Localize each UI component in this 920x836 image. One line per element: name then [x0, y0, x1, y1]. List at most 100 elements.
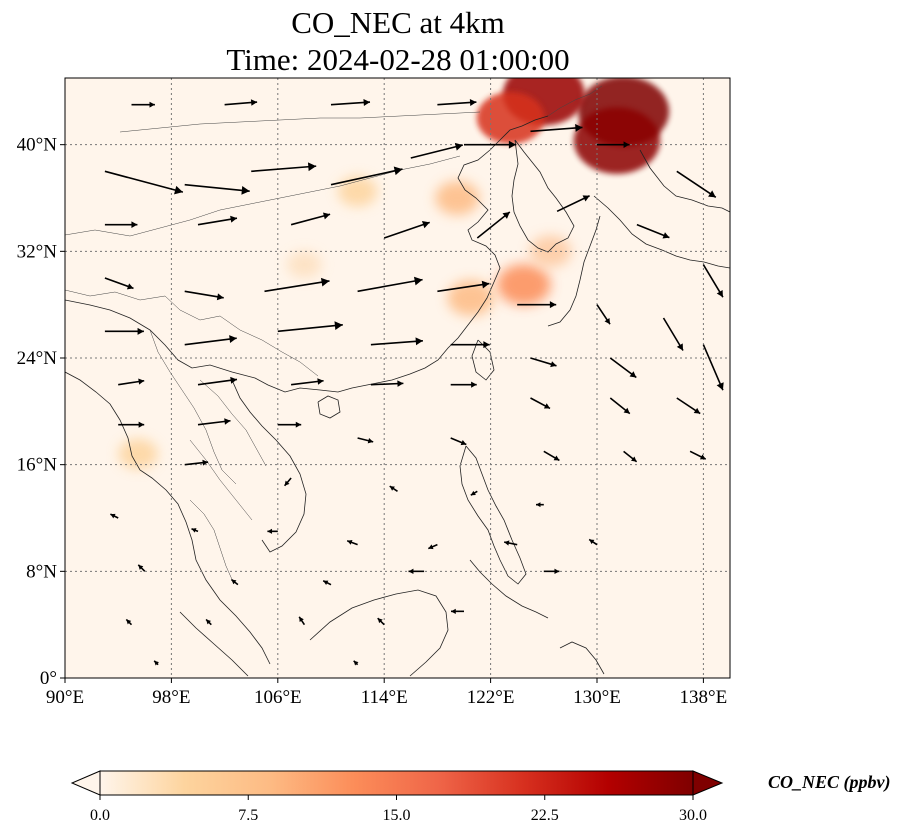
wind-arrow: [427, 543, 438, 550]
wind-arrow: [476, 211, 511, 239]
wind-arrow: [464, 140, 516, 149]
wind-arrow: [104, 277, 134, 290]
lat-tick-label: 24°N: [17, 348, 58, 369]
wind-arrow: [676, 170, 717, 198]
colorbar-ticks: 0.0 7.5 15.0 22.5 30.0: [90, 795, 707, 824]
concentration-hotspot: [118, 438, 158, 470]
concentration-hotspot: [573, 107, 661, 174]
lat-tick-label: 40°N: [17, 135, 58, 156]
gridlines: [65, 78, 730, 678]
map-title-line1: CO_NEC at 4km: [291, 5, 505, 40]
wind-arrow: [410, 142, 463, 159]
wind-arrow: [357, 276, 423, 293]
wind-arrow: [291, 378, 324, 386]
longitude-axis: 90°E 98°E 106°E 114°E 122°E 130°E 138°E: [46, 678, 727, 708]
wind-arrow: [110, 513, 119, 519]
wind-arrow: [377, 617, 385, 626]
concentration-hotspot: [435, 181, 480, 215]
lon-tick-label: 90°E: [46, 687, 84, 708]
wind-arrow: [470, 490, 478, 496]
lat-tick-label: 0°: [40, 668, 57, 689]
wind-arrow: [205, 618, 212, 626]
wind-arrow: [267, 528, 278, 534]
wind-arrow: [437, 99, 477, 106]
lon-tick-label: 114°E: [361, 687, 408, 708]
wind-arrow: [125, 618, 133, 626]
colorbar-tick-label: 15.0: [383, 807, 411, 824]
wind-arrow: [251, 162, 317, 173]
wind-arrow: [389, 485, 398, 492]
colorbar-extend-low: [70, 770, 101, 796]
wind-arrow: [330, 166, 403, 186]
lon-tick-label: 122°E: [467, 687, 515, 708]
wind-arrow: [609, 397, 631, 415]
wind-arrow: [330, 99, 371, 106]
wind-vectors: [104, 99, 724, 666]
wind-arrow: [357, 437, 374, 444]
wind-arrow: [450, 381, 477, 388]
wind-arrow: [118, 421, 145, 428]
wind-arrow: [597, 141, 630, 148]
wind-arrow: [104, 170, 184, 195]
wind-arrow: [437, 280, 490, 293]
wind-arrow: [609, 357, 637, 379]
coastlines: [65, 115, 730, 677]
wind-arrow: [530, 124, 583, 133]
wind-arrow: [702, 344, 724, 391]
lon-tick-label: 138°E: [680, 687, 728, 708]
wind-arrow: [277, 321, 343, 333]
wind-arrow: [230, 578, 239, 586]
wind-arrow: [370, 337, 423, 346]
wind-arrow: [517, 301, 557, 309]
lon-tick-label: 98°E: [152, 687, 190, 708]
wind-arrow: [543, 450, 560, 462]
wind-arrow: [450, 341, 490, 349]
wind-arrow: [197, 418, 231, 426]
wind-arrow: [676, 397, 701, 415]
wind-arrow: [153, 660, 159, 666]
wind-arrow: [283, 477, 292, 487]
wind-arrow: [264, 277, 330, 293]
map-title-line2: Time: 2024-02-28 01:00:00: [226, 42, 569, 77]
wind-arrow: [451, 608, 464, 614]
wind-arrow: [184, 290, 224, 301]
wind-arrow: [530, 357, 557, 368]
wind-arrow: [383, 221, 430, 239]
wind-arrow: [118, 378, 145, 386]
wind-arrow: [530, 397, 551, 410]
wind-arrow: [504, 540, 518, 546]
colorbar: 0.0 7.5 15.0 22.5 30.0 CO_NEC (ppbv): [70, 770, 891, 824]
colorbar-tick-label: 22.5: [531, 807, 559, 824]
wind-arrow: [346, 540, 358, 546]
colorbar-extend-high: [692, 770, 724, 796]
wind-arrow: [277, 421, 302, 428]
wind-arrow: [702, 264, 724, 298]
wind-arrow: [543, 568, 560, 575]
lat-tick-label: 8°N: [26, 561, 57, 582]
map-frame: [64, 77, 731, 679]
wind-arrow: [636, 223, 670, 239]
wind-arrow: [104, 221, 138, 228]
lon-tick-label: 130°E: [573, 687, 621, 708]
concentration-hotspot: [286, 251, 322, 279]
lat-tick-label: 32°N: [17, 241, 58, 262]
concentration-field: [118, 78, 670, 470]
wind-arrow: [450, 437, 467, 446]
latitude-axis: 0° 8°N 16°N 24°N 32°N 40°N: [17, 135, 65, 689]
wind-arrow: [184, 335, 237, 346]
wind-arrow: [536, 502, 544, 508]
concentration-hotspot: [476, 92, 545, 144]
wind-arrow: [556, 195, 590, 213]
colorbar-tick-label: 0.0: [90, 807, 110, 824]
wind-arrow: [596, 304, 611, 325]
wind-arrow: [184, 183, 250, 195]
wind-arrow: [224, 99, 258, 106]
lat-tick-label: 16°N: [17, 455, 58, 476]
colorbar-label: CO_NEC (ppbv): [768, 772, 891, 793]
wind-arrow: [370, 380, 404, 387]
wind-arrow: [197, 215, 238, 226]
wind-arrow: [131, 101, 155, 108]
colorbar-tick-label: 30.0: [679, 807, 707, 824]
wind-arrow: [197, 376, 238, 386]
